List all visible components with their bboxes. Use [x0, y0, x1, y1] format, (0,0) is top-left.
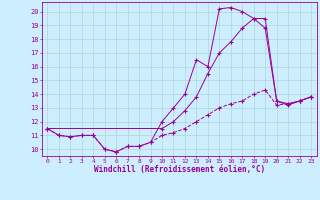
X-axis label: Windchill (Refroidissement éolien,°C): Windchill (Refroidissement éolien,°C)	[94, 165, 265, 174]
